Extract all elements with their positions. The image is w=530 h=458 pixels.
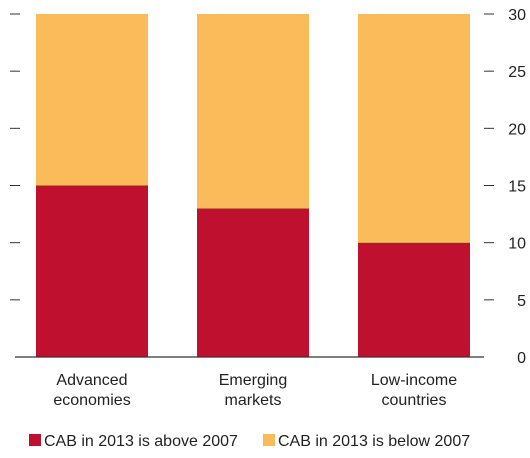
bar-segment-below-0: [36, 14, 148, 186]
y-tick-label: 20: [508, 121, 526, 138]
y-tick-label: 15: [508, 179, 526, 196]
bar-segment-above-1: [197, 208, 309, 357]
legend-swatch-below: [263, 434, 275, 446]
category-label: Emerging markets: [219, 372, 287, 409]
legend-label-above: CAB in 2013 is above 2007: [44, 433, 238, 450]
bar-segment-below-2: [358, 14, 470, 243]
y-tick-label: 0: [517, 350, 526, 367]
legend-label-below: CAB in 2013 is below 2007: [278, 433, 470, 450]
bar-segment-above-2: [358, 242, 470, 357]
y-tick-label: 10: [508, 236, 526, 253]
y-tick-label: 5: [517, 293, 526, 310]
category-label: Advanced economies: [53, 372, 130, 409]
legend-swatch-above: [29, 434, 41, 446]
y-tick-label: 30: [508, 7, 526, 24]
y-tick-label: 25: [508, 64, 526, 81]
bar-segment-above-0: [36, 185, 148, 357]
bar-segment-below-1: [197, 14, 309, 209]
category-label: Low-income countries: [371, 372, 457, 409]
